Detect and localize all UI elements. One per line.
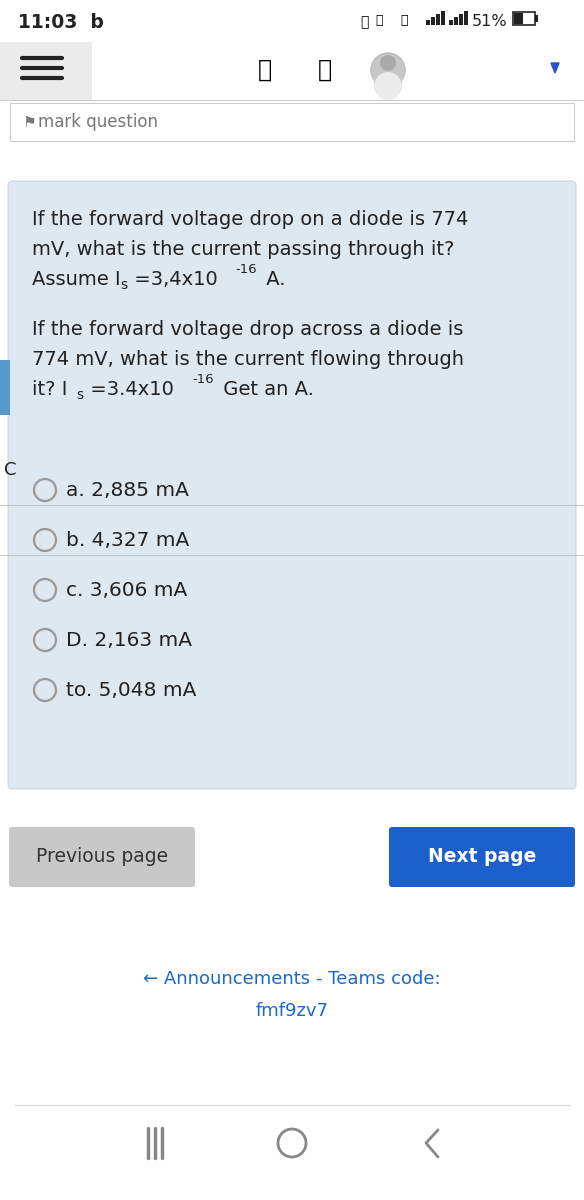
- FancyBboxPatch shape: [10, 103, 574, 140]
- Text: 💬: 💬: [318, 58, 332, 82]
- FancyBboxPatch shape: [8, 181, 576, 790]
- Text: mark question: mark question: [38, 113, 158, 131]
- Text: If the forward voltage drop across a diode is: If the forward voltage drop across a dio…: [32, 320, 463, 338]
- FancyBboxPatch shape: [389, 827, 575, 887]
- Text: 11:03  b: 11:03 b: [18, 12, 104, 31]
- Text: -16: -16: [192, 373, 214, 386]
- Text: mV, what is the current passing through it?: mV, what is the current passing through …: [32, 240, 454, 259]
- Text: -16: -16: [235, 263, 256, 276]
- Text: c. 3,606 mA: c. 3,606 mA: [66, 581, 187, 600]
- Text: Get an A.: Get an A.: [217, 380, 314, 398]
- FancyBboxPatch shape: [459, 14, 463, 25]
- FancyBboxPatch shape: [0, 0, 584, 42]
- Text: =3,4x10: =3,4x10: [128, 270, 218, 289]
- FancyBboxPatch shape: [454, 17, 457, 25]
- FancyBboxPatch shape: [0, 360, 10, 415]
- Text: 🔇: 🔇: [375, 14, 383, 28]
- Text: 🔕: 🔕: [360, 14, 369, 29]
- Text: D. 2,163 mA: D. 2,163 mA: [66, 630, 192, 649]
- FancyBboxPatch shape: [441, 11, 444, 25]
- Circle shape: [371, 53, 405, 86]
- FancyBboxPatch shape: [464, 11, 468, 25]
- Polygon shape: [551, 62, 559, 73]
- FancyBboxPatch shape: [0, 42, 92, 100]
- Text: ← Announcements - Teams code:: ← Announcements - Teams code:: [143, 970, 441, 988]
- Text: ⚑: ⚑: [22, 114, 36, 130]
- FancyBboxPatch shape: [426, 20, 429, 25]
- Text: s: s: [76, 388, 83, 402]
- FancyBboxPatch shape: [535, 14, 538, 22]
- Text: C: C: [4, 461, 16, 479]
- Text: 📶: 📶: [400, 14, 408, 28]
- Text: Assume I: Assume I: [32, 270, 121, 289]
- FancyBboxPatch shape: [514, 13, 523, 24]
- Text: Previous page: Previous page: [36, 847, 168, 866]
- Text: b. 4,327 mA: b. 4,327 mA: [66, 530, 189, 550]
- Text: fmf9zv7: fmf9zv7: [256, 1002, 328, 1020]
- Circle shape: [374, 72, 402, 100]
- Text: 51%: 51%: [472, 14, 507, 30]
- FancyBboxPatch shape: [374, 72, 402, 90]
- Text: 🔔: 🔔: [258, 58, 272, 82]
- Text: a. 2,885 mA: a. 2,885 mA: [66, 480, 189, 499]
- Circle shape: [380, 55, 396, 71]
- Text: If the forward voltage drop on a diode is 774: If the forward voltage drop on a diode i…: [32, 210, 468, 229]
- Text: =3.4x10: =3.4x10: [84, 380, 174, 398]
- Text: A.: A.: [260, 270, 286, 289]
- Text: to. 5,048 mA: to. 5,048 mA: [66, 680, 196, 700]
- Text: it? I: it? I: [32, 380, 67, 398]
- Text: 774 mV, what is the current flowing through: 774 mV, what is the current flowing thro…: [32, 350, 464, 370]
- Text: s: s: [120, 278, 127, 292]
- Text: Next page: Next page: [428, 847, 536, 866]
- FancyBboxPatch shape: [431, 17, 434, 25]
- FancyBboxPatch shape: [449, 20, 453, 25]
- FancyBboxPatch shape: [436, 14, 440, 25]
- FancyBboxPatch shape: [9, 827, 195, 887]
